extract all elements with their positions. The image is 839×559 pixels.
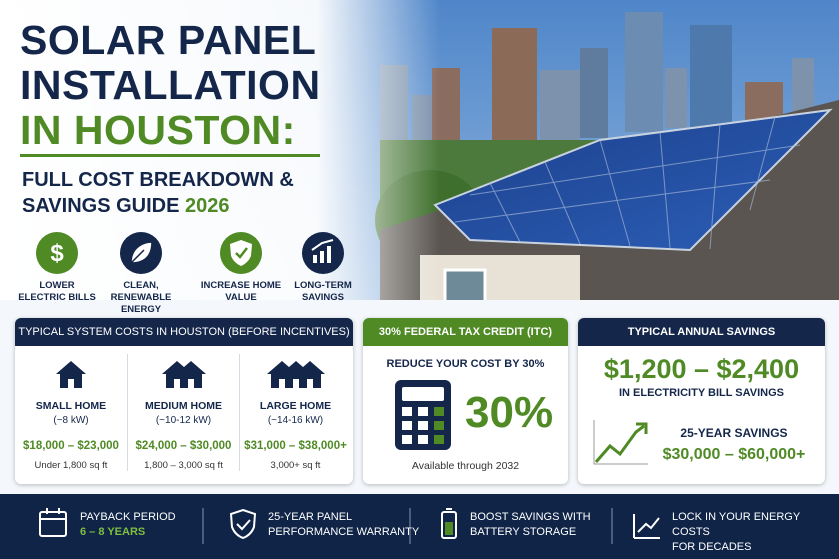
footer-item: PAYBACK PERIOD 6 – 8 YEARS: [80, 510, 176, 540]
home-column: MEDIUM HOME (~10-12 kW) $24,000 – $30,000 1…: [127, 354, 239, 471]
tax-note: Available through 2032: [411, 460, 520, 472]
divider: [20, 154, 320, 157]
svg-text:$: $: [50, 240, 64, 267]
footer-icons: [39, 508, 660, 544]
house-icon-wrap: [240, 358, 351, 394]
benefit-line: CLEAN,: [123, 280, 159, 291]
big-percent: 30%: [465, 388, 554, 437]
annual-savings: $1,200 – $2,400: [603, 354, 800, 384]
home-column: SMALL HOME (~8 kW) $18,000 – $23,000 Under …: [15, 354, 127, 471]
footer-line: FOR DECADES: [672, 541, 752, 553]
benefit-line: RENEWABLE ENERGY: [110, 292, 172, 315]
subtitle-text: SAVINGS GUIDE: [22, 195, 180, 217]
home-area: 3,000+ sq ft: [270, 460, 321, 471]
long-term-savings: $30,000 – $60,000+: [662, 446, 806, 463]
benefit: LONG-TERM SAVINGS: [273, 280, 373, 304]
benefit-line: ELECTRIC BILLS: [18, 292, 96, 303]
benefit-line: INCREASE HOME: [200, 280, 282, 291]
savings-card: TYPICAL ANNUAL SAVINGS $1,200 – $2,400 I…: [578, 318, 825, 484]
tax-card: 30% FEDERAL TAX CREDIT (ITC) REDUCE YOUR…: [363, 318, 568, 484]
house-icon: [56, 361, 86, 388]
house-icon: [266, 361, 325, 388]
footer-item: BOOST SAVINGS WITH BATTERY STORAGE: [470, 510, 591, 540]
card-header: TYPICAL SYSTEM COSTS IN HOUSTON (BEFORE …: [15, 318, 353, 346]
title-line: SOLAR PANEL: [20, 17, 317, 63]
annual-note: IN ELECTRICITY BILL SAVINGS: [618, 387, 785, 399]
year: 2026: [185, 195, 230, 217]
footer-line: LOCK IN YOUR ENERGY COSTS: [672, 511, 800, 538]
benefit-line: SAVINGS: [301, 292, 345, 303]
footer: PAYBACK PERIOD 6 – 8 YEARS 25-YEAR PANEL P…: [0, 494, 839, 559]
title-line: INSTALLATION: [20, 62, 321, 108]
home-name: MEDIUM HOME: [145, 400, 222, 412]
benefit-line: LONG-TERM: [294, 280, 352, 291]
footer-item: 25-YEAR PANEL PERFORMANCE WARRANTY: [268, 510, 419, 540]
home-size: (~8 kW): [53, 415, 89, 426]
home-area: Under 1,800 sq ft: [34, 460, 108, 471]
benefit: INCREASE HOME VALUE: [191, 280, 291, 304]
calculator-icon: [395, 380, 451, 450]
card-header: 30% FEDERAL TAX CREDIT (ITC): [363, 318, 568, 346]
home-column: LARGE HOME (~14-16 kW) $31,000 – $38,000+ 3…: [239, 354, 351, 471]
benefit: LOWER ELECTRIC BILLS: [7, 280, 107, 304]
footer-line: BATTERY STORAGE: [470, 526, 577, 538]
subtitle: SAVINGS GUIDE 2026: [22, 193, 230, 219]
home-name: SMALL HOME: [35, 400, 107, 412]
cost-card: TYPICAL SYSTEM COSTS IN HOUSTON (BEFORE …: [15, 318, 353, 484]
footer-line: PAYBACK PERIOD: [80, 511, 176, 523]
home-price: $31,000 – $38,000+: [244, 440, 347, 452]
home-price: $18,000 – $23,000: [23, 440, 119, 452]
home-size: (~14-16 kW): [267, 415, 324, 426]
house-icon-wrap: [15, 358, 127, 394]
footer-line: 6 – 8 YEARS: [80, 526, 146, 538]
benefit: CLEAN, RENEWABLE ENERGY: [91, 280, 191, 316]
house-icon-wrap: [128, 358, 239, 394]
footer-line: BOOST SAVINGS WITH: [470, 511, 591, 523]
tax-subtitle: REDUCE YOUR COST BY 30%: [386, 358, 545, 370]
house-icon: [161, 361, 206, 388]
home-size: (~10-12 kW): [155, 415, 212, 426]
home-area: 1,800 – 3,000 sq ft: [144, 460, 223, 471]
title-line: IN HOUSTON:: [20, 107, 296, 153]
benefit-line: VALUE: [225, 292, 257, 303]
home-price: $24,000 – $30,000: [135, 440, 232, 452]
footer-line: 25-YEAR PANEL: [268, 511, 353, 523]
home-name: LARGE HOME: [259, 400, 332, 412]
home-columns: SMALL HOME (~8 kW) $18,000 – $23,000 Under …: [15, 346, 353, 471]
long-term-label: 25-YEAR SAVINGS: [680, 426, 788, 440]
subtitle: FULL COST BREAKDOWN &: [22, 169, 294, 191]
card-header: TYPICAL ANNUAL SAVINGS: [578, 318, 825, 346]
footer-item: LOCK IN YOUR ENERGY COSTS FOR DECADES: [672, 510, 839, 555]
growth-icon: [593, 420, 648, 465]
footer-line: PERFORMANCE WARRANTY: [268, 526, 420, 538]
benefit-icons: $: [36, 232, 344, 274]
benefit-line: LOWER: [39, 280, 75, 291]
